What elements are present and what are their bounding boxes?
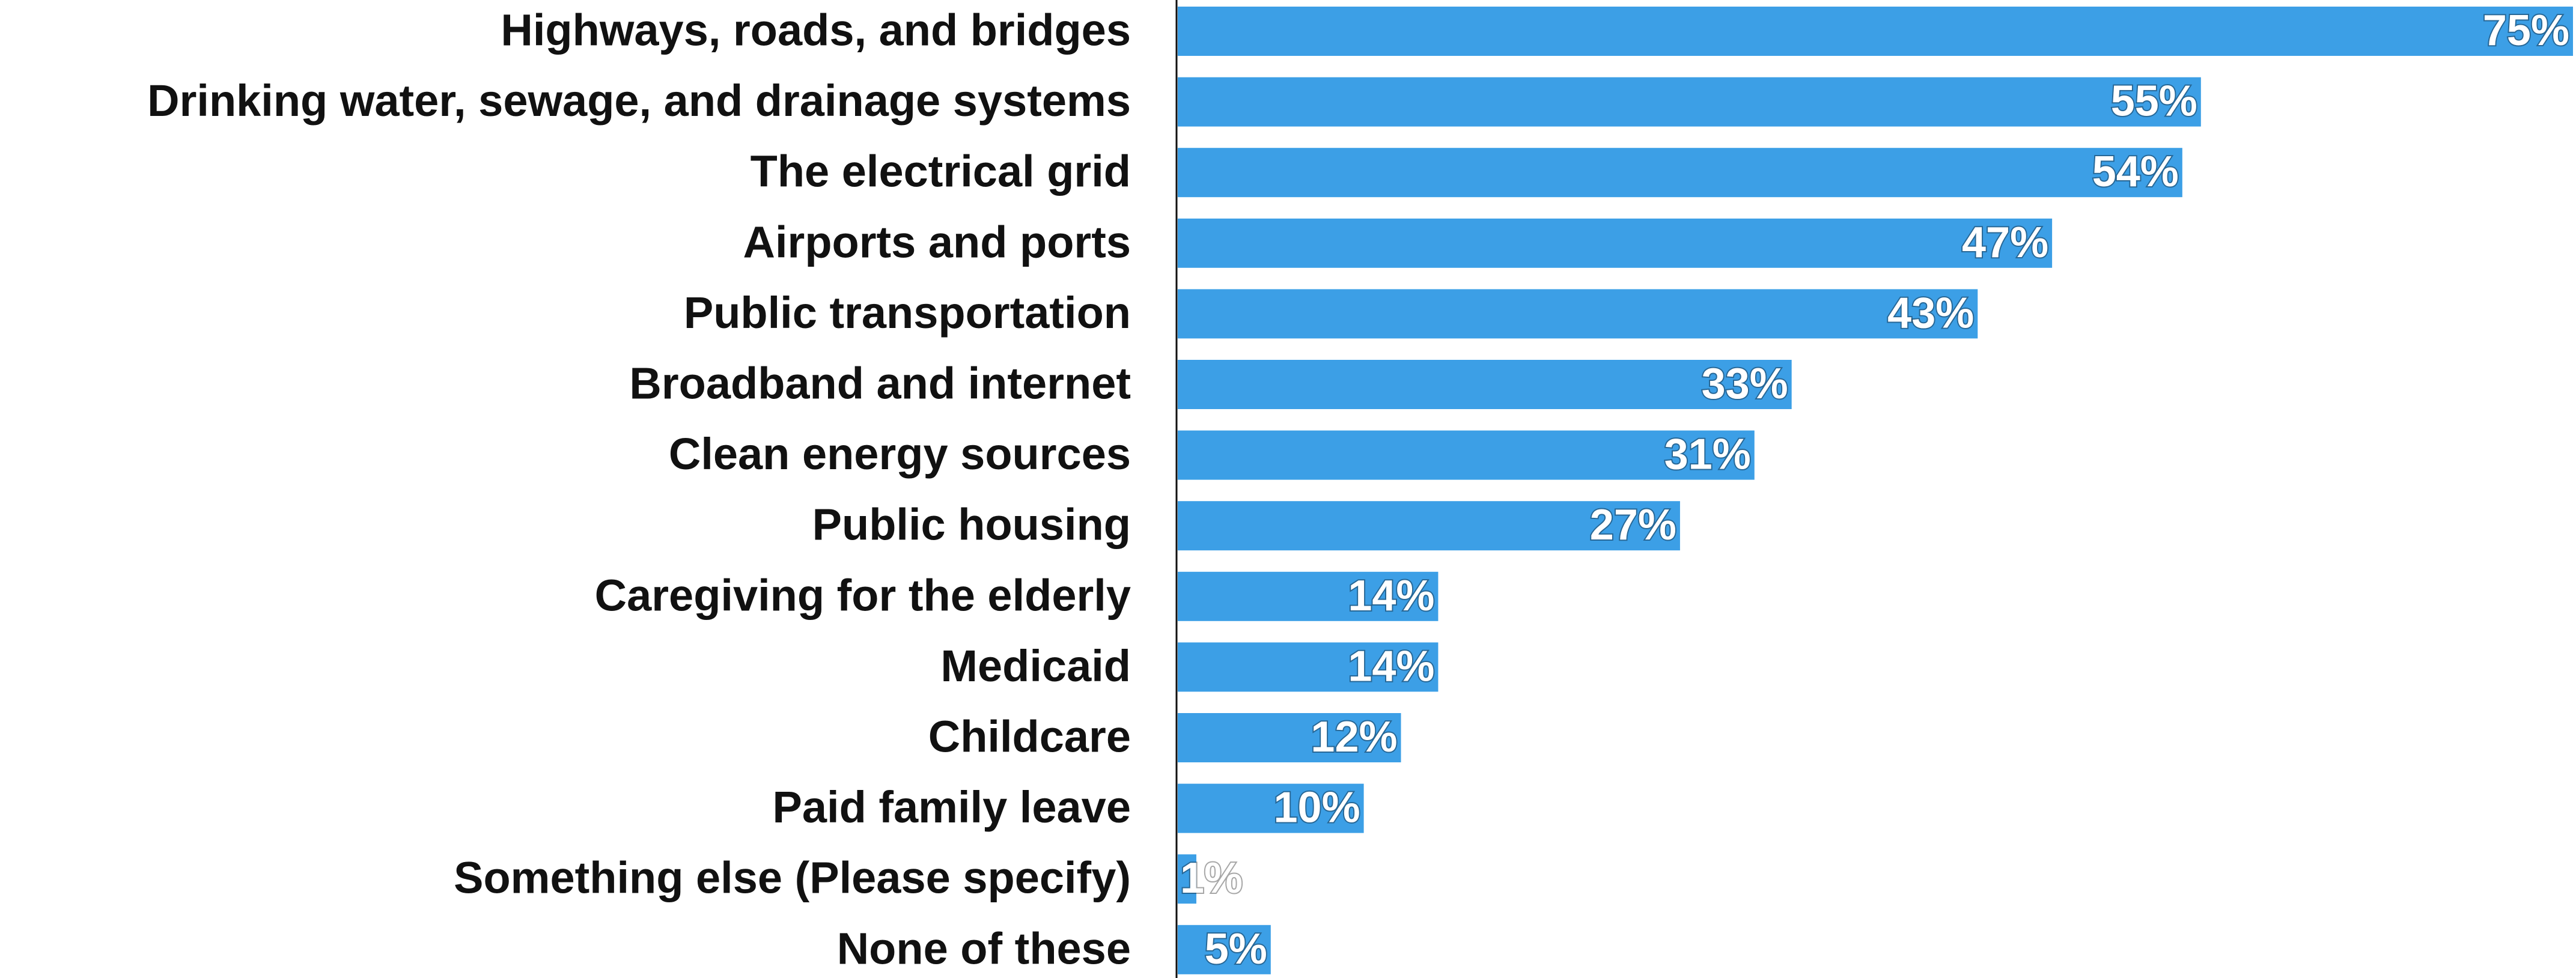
- bar: [1178, 7, 2573, 56]
- category-label: Drinking water, sewage, and drainage sys…: [147, 76, 1131, 126]
- bar: [1178, 77, 2201, 127]
- bar: [1178, 783, 1364, 833]
- bar: [1178, 148, 2182, 198]
- value-label: 54%: [2092, 148, 2179, 196]
- category-label: Paid family leave: [773, 782, 1131, 832]
- category-label: Highways, roads, and bridges: [501, 5, 1131, 55]
- bar: [1178, 430, 1755, 480]
- category-label: None of these: [837, 923, 1131, 973]
- bar: [1178, 289, 1978, 339]
- bar: [1178, 218, 2053, 268]
- category-label: Airports and ports: [743, 217, 1131, 267]
- value-label: 5%: [1205, 925, 1267, 973]
- value-label: 33%: [1702, 360, 1788, 408]
- category-label: The electrical grid: [751, 147, 1131, 196]
- category-label: Public transportation: [684, 288, 1131, 338]
- value-label: 10%: [1273, 784, 1360, 832]
- category-label: Broadband and internet: [629, 359, 1131, 409]
- category-label: Childcare: [928, 712, 1131, 762]
- category-label: Medicaid: [940, 641, 1131, 691]
- category-label: Clean energy sources: [669, 429, 1131, 479]
- bar: [1178, 501, 1680, 551]
- value-label: 47%: [1962, 219, 2048, 267]
- bar: [1178, 360, 1792, 409]
- category-label: Public housing: [812, 500, 1131, 550]
- value-label: 55%: [2111, 77, 2197, 126]
- bar: [1178, 854, 1196, 904]
- value-label: 27%: [1590, 501, 1676, 549]
- value-label: 14%: [1348, 642, 1434, 690]
- bar: [1178, 925, 1271, 974]
- value-label: 14%: [1348, 572, 1434, 620]
- bar: [1178, 642, 1439, 692]
- bar: [1178, 713, 1401, 762]
- value-label: 31%: [1664, 431, 1751, 479]
- value-label: 75%: [2483, 7, 2569, 55]
- bar: [1178, 571, 1439, 621]
- value-label: 1%: [1180, 854, 1243, 902]
- value-label: 43%: [1887, 289, 1974, 337]
- category-label: Caregiving for the elderly: [595, 570, 1131, 620]
- category-label: Something else (Please specify): [454, 853, 1131, 903]
- value-label: 12%: [1311, 713, 1397, 761]
